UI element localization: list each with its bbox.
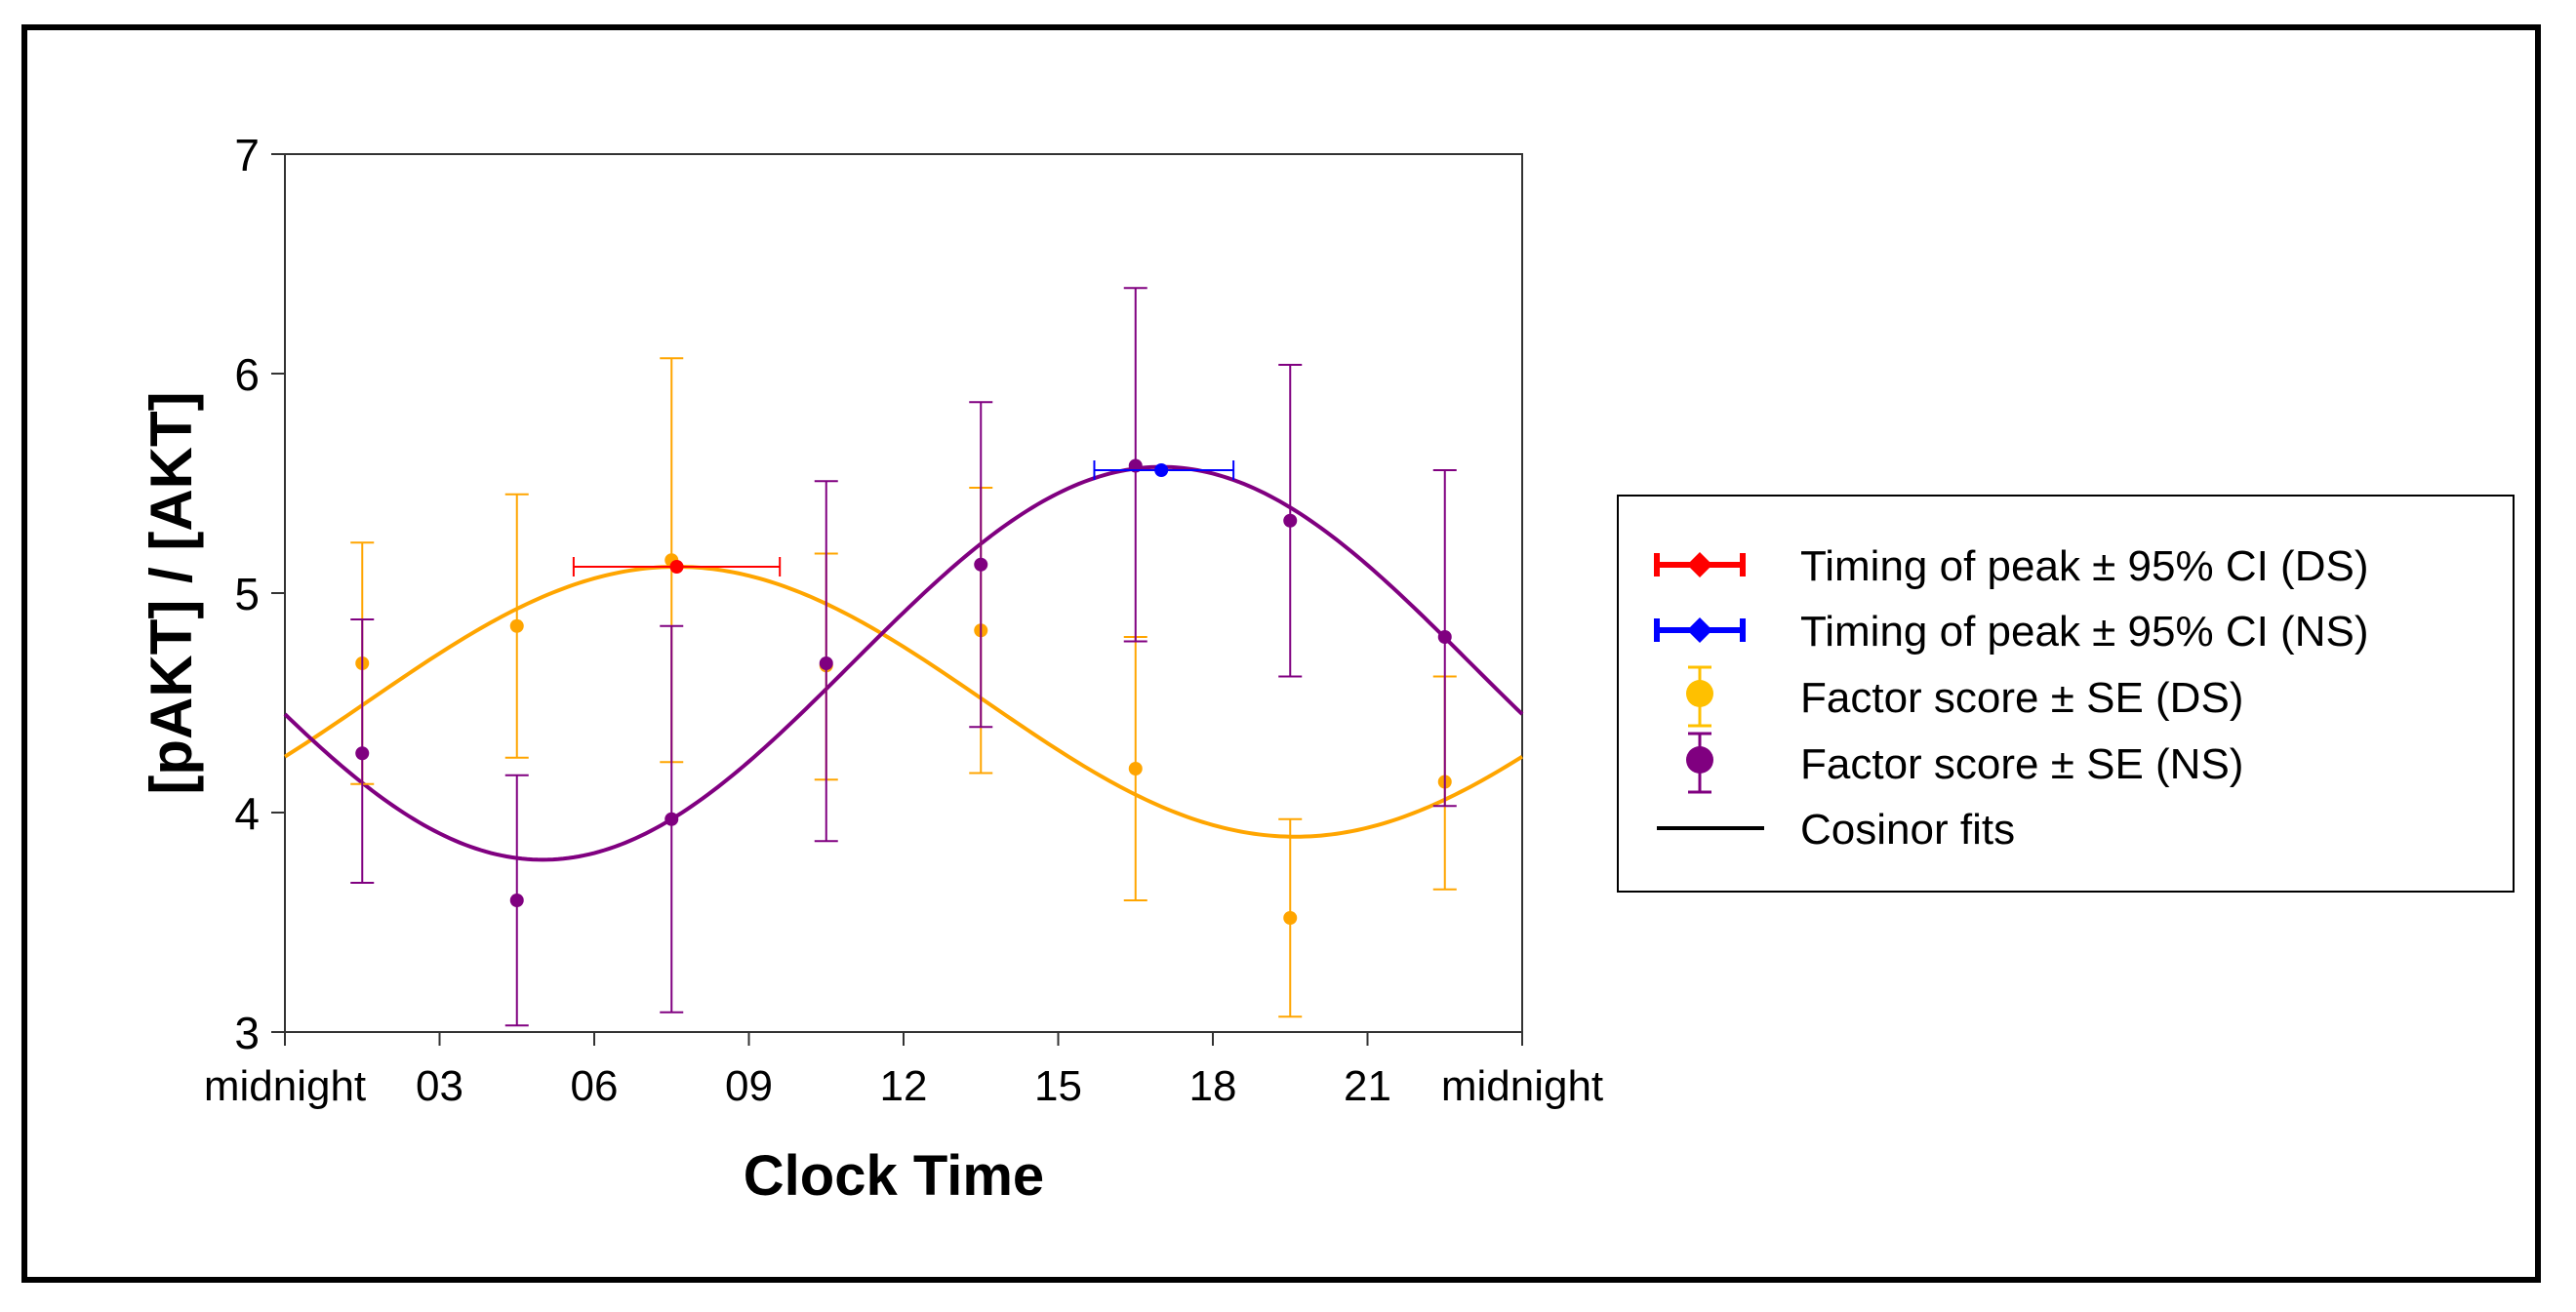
y-tick-label: 7 <box>234 130 260 180</box>
y-tick-label: 6 <box>234 349 260 400</box>
legend-circle-marker <box>1686 680 1713 707</box>
chart: 3 4 5 6 7 midnight 03 06 09 12 15 18 21 midnight Clock… <box>139 130 2515 1208</box>
peak-marker-ns <box>1154 463 1169 477</box>
legend-diamond-marker <box>1687 552 1712 577</box>
legend-label: Cosinor fits <box>1800 806 2015 854</box>
x-tick-label: 21 <box>1344 1062 1391 1110</box>
data-point-ns <box>664 812 679 826</box>
x-tick-label: 15 <box>1034 1062 1082 1110</box>
x-tick-label: 12 <box>880 1062 928 1110</box>
plot-area <box>284 153 1523 1033</box>
legend-label: Factor score ± SE (DS) <box>1800 674 2243 722</box>
x-axis-title: Clock Time <box>744 1144 1044 1208</box>
y-tick-label: 3 <box>234 1008 260 1058</box>
data-point-ds <box>1283 911 1298 925</box>
data-point-ns <box>974 557 988 572</box>
legend-label: Factor score ± SE (NS) <box>1800 740 2243 788</box>
cosinor-fit-ds <box>283 564 1524 839</box>
peak-marker-ds <box>669 560 684 574</box>
data-point-ns <box>819 656 833 670</box>
legend-label: Timing of peak ± 95% CI (NS) <box>1800 608 2368 656</box>
figure-frame: 3 4 5 6 7 midnight 03 06 09 12 15 18 21 midnight Clock… <box>21 24 2541 1283</box>
data-point-ns <box>355 746 370 761</box>
data-point-ns <box>509 894 524 907</box>
data-point-ns <box>1437 630 1452 644</box>
x-tick-label: midnight <box>1441 1062 1603 1110</box>
data-point-ds <box>1128 762 1143 775</box>
cosinor-fit-ns <box>283 464 1524 862</box>
legend-box <box>1617 495 2515 893</box>
legend-diamond-marker <box>1687 617 1712 643</box>
legend-circle-marker <box>1686 746 1713 774</box>
x-tick-label: 06 <box>571 1062 619 1110</box>
x-tick-label: midnight <box>204 1062 366 1110</box>
data-point-ds <box>509 618 524 633</box>
legend-label: Timing of peak ± 95% CI (DS) <box>1800 542 2368 590</box>
y-axis-title: [pAKT] / [AKT] <box>139 391 204 794</box>
data-point-ns <box>1283 513 1298 528</box>
x-tick-label: 18 <box>1189 1062 1237 1110</box>
y-tick-label: 5 <box>234 569 260 619</box>
y-tick-label: 4 <box>234 788 260 839</box>
x-tick-label: 03 <box>416 1062 463 1110</box>
x-tick-label: 09 <box>725 1062 773 1110</box>
